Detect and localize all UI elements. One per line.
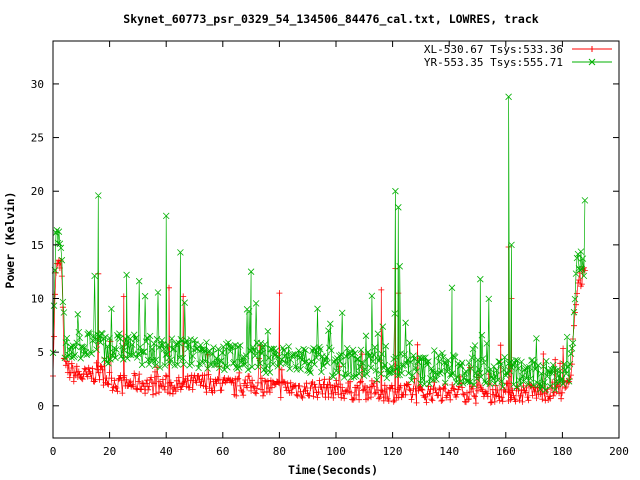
y-tick-label: 5 <box>37 346 44 359</box>
x-tick-label: 100 <box>326 445 346 458</box>
x-tick-label: 0 <box>50 445 57 458</box>
x-tick-label: 20 <box>103 445 116 458</box>
x-tick-label: 80 <box>273 445 286 458</box>
series-yr <box>49 93 589 394</box>
x-tick-label: 60 <box>216 445 229 458</box>
y-axis-label: Power (Kelvin) <box>3 192 17 289</box>
chart-title: Skynet_60773_psr_0329_54_134506_84476_ca… <box>123 12 538 27</box>
x-tick-label: 200 <box>609 445 629 458</box>
x-tick-label: 140 <box>439 445 459 458</box>
y-tick-label: 15 <box>31 239 44 252</box>
x-tick-label: 160 <box>496 445 516 458</box>
legend-marker-yr <box>588 58 596 66</box>
series-line <box>52 246 586 404</box>
x-tick-label: 120 <box>383 445 403 458</box>
y-tick-label: 10 <box>31 293 44 306</box>
series-line <box>52 96 586 391</box>
x-tick-label: 180 <box>552 445 572 458</box>
y-tick-label: 30 <box>31 78 44 91</box>
x-tick-label: 40 <box>160 445 173 458</box>
y-tick-label: 0 <box>37 400 44 413</box>
legend-label-yr: YR-553.35 Tsys:555.71 <box>424 56 563 69</box>
x-axis: 0 20 40 60 80 100 120 140 160 180 200 <box>50 41 629 458</box>
y-axis: 0 5 10 15 20 25 30 <box>31 78 619 413</box>
series-xl <box>50 244 588 407</box>
y-tick-label: 25 <box>31 132 44 145</box>
legend: XL-530.67 Tsys:533.36 YR-553.35 Tsys:555… <box>424 43 612 69</box>
y-tick-label: 20 <box>31 185 44 198</box>
x-axis-label: Time(Seconds) <box>288 463 378 477</box>
plot-area <box>49 93 589 407</box>
legend-marker-xl <box>589 46 595 52</box>
legend-label-xl: XL-530.67 Tsys:533.36 <box>424 43 563 56</box>
